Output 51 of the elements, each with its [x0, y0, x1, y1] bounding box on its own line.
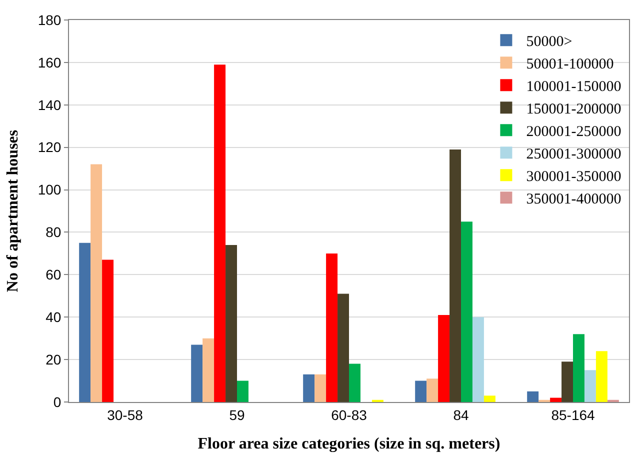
y-tick-label: 0: [53, 394, 62, 410]
bar: [326, 253, 338, 402]
bar: [527, 391, 539, 402]
x-axis-title: Floor area size categories (size in sq. meters): [198, 436, 500, 452]
x-tick-label: 85-164: [551, 406, 596, 423]
x-tick-label: 30-58: [107, 406, 144, 423]
bar: [562, 362, 573, 402]
legend-label: 50001-100000: [526, 56, 614, 72]
bar: [226, 244, 237, 402]
y-tick-label: 40: [46, 309, 62, 326]
bar: [349, 364, 360, 402]
bar: [415, 380, 427, 402]
bar: [426, 378, 438, 402]
bar: [102, 260, 114, 402]
y-tick-label: 160: [38, 54, 62, 70]
y-tick-label: 120: [38, 139, 62, 156]
y-tick-label: 100: [38, 182, 62, 198]
bar: [338, 294, 349, 402]
y-tick-label: 80: [46, 224, 62, 240]
y-tick-label: 180: [38, 12, 62, 28]
bar: [461, 222, 472, 402]
bar: [472, 317, 484, 402]
x-tick-label: 84: [453, 406, 469, 423]
y-tick-label: 140: [38, 96, 62, 113]
x-tick-label: 60-83: [331, 406, 368, 423]
legend-label: 300001-350000: [526, 168, 622, 185]
bar: [191, 344, 203, 402]
legend-label: 100001-150000: [526, 78, 622, 95]
bar: [79, 242, 91, 402]
bar: [314, 374, 326, 402]
legend-label: 250001-300000: [526, 146, 622, 162]
bar: [550, 398, 562, 402]
y-tick-label: 20: [46, 351, 62, 368]
bar: [214, 64, 226, 402]
bar: [584, 370, 596, 402]
legend-label: 200001-250000: [526, 124, 622, 140]
y-tick-label: 60: [46, 266, 62, 283]
bar: [484, 396, 496, 402]
bar: [202, 338, 214, 402]
bar: [303, 374, 315, 402]
x-tick-label: 59: [229, 406, 245, 423]
y-axis-title: No of apartment houses: [4, 130, 22, 292]
bar: [237, 380, 248, 402]
bar: [90, 164, 102, 402]
bar: [450, 149, 461, 402]
bar: [596, 351, 608, 402]
bar: [573, 334, 584, 402]
legend-label: 50000>: [526, 34, 572, 50]
legend-label: 350001-400000: [526, 191, 622, 208]
legend-label: 150001-200000: [526, 101, 622, 118]
bar: [438, 314, 450, 402]
